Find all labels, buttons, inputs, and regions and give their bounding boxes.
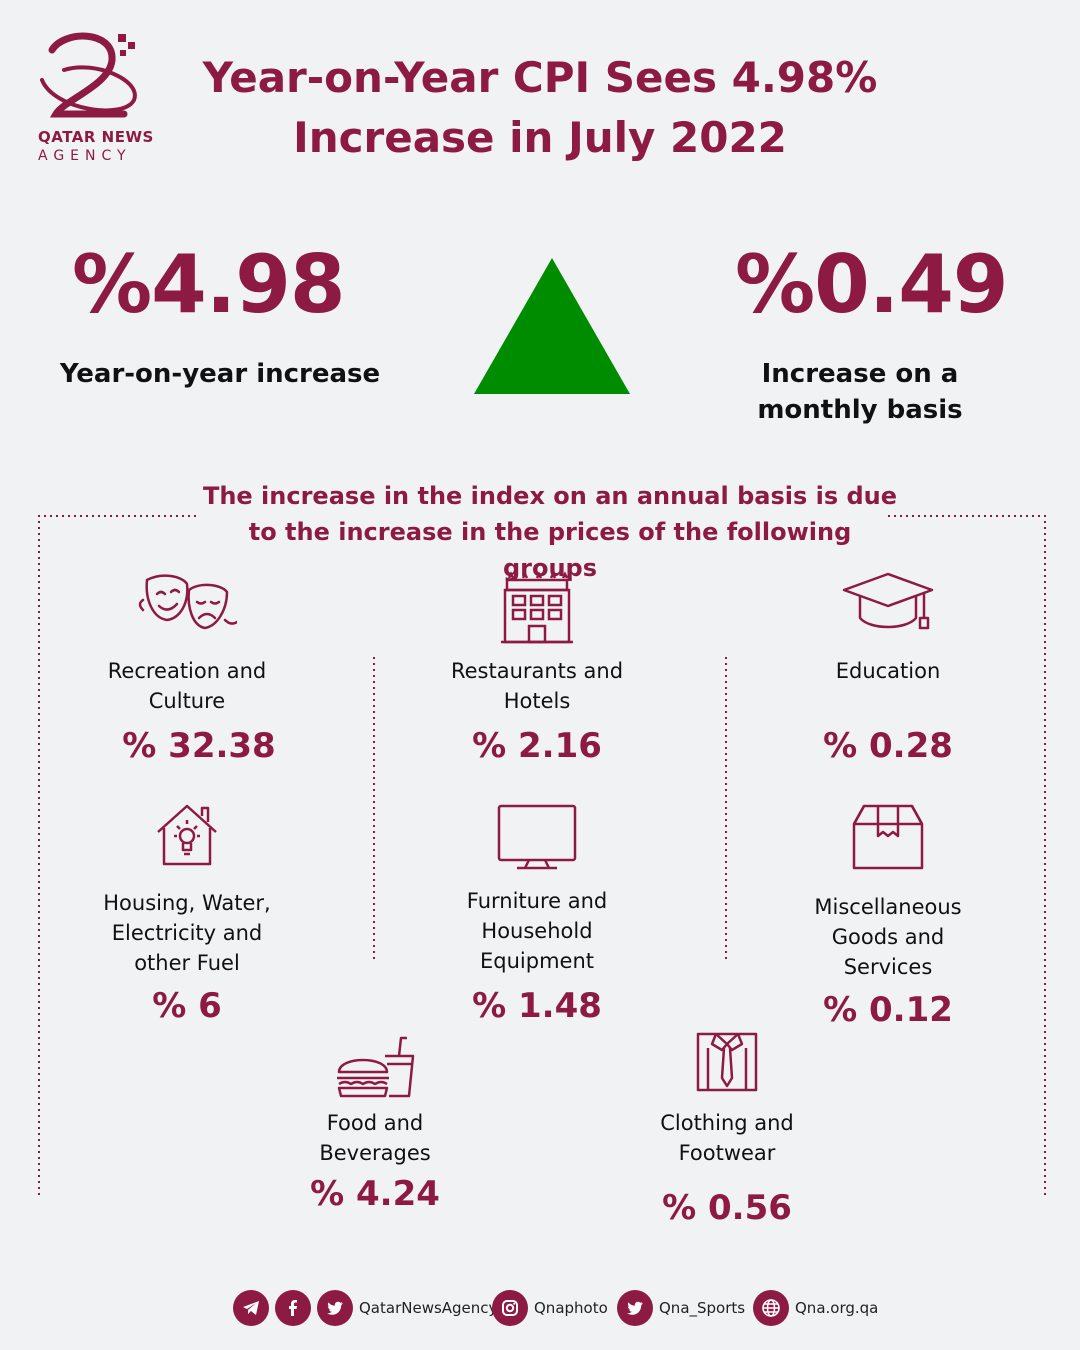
category-percent: % 0.12 — [823, 990, 953, 1030]
page-title-line1: Year-on-Year CPI Sees 4.98% — [202, 53, 878, 102]
graduation-cap-icon — [842, 572, 934, 630]
category-percent: % 6 — [152, 986, 222, 1026]
social-qatarnewsagency[interactable]: QatarNewsAgency — [233, 1290, 497, 1326]
category-name-line: Furniture and — [466, 889, 608, 913]
category-food: Food and Beverages % 4.24 — [250, 1036, 500, 1216]
category-name-line: Culture — [148, 689, 226, 713]
section-title: The increase in the index on an annual b… — [200, 478, 900, 586]
category-housing: Housing, Water, Electricity and other Fu… — [62, 802, 312, 1028]
category-name-line: other Fuel — [134, 951, 240, 975]
category-name-line: Equipment — [480, 949, 594, 973]
category-name-line: Clothing and — [660, 1111, 794, 1135]
category-name-line: Goods and — [831, 925, 945, 949]
category-percent: % 32.38 — [122, 726, 276, 766]
category-percent: % 0.28 — [823, 726, 953, 766]
twitter-icon[interactable] — [617, 1290, 653, 1326]
theater-masks-icon — [138, 574, 237, 630]
category-name-line: Food and — [326, 1111, 424, 1135]
mom-value: %0.49 — [735, 238, 1009, 331]
category-name-line: Education — [835, 659, 941, 683]
burger-drink-icon — [337, 1036, 415, 1098]
category-percent: % 1.48 — [472, 986, 602, 1026]
house-bulb-icon — [157, 804, 217, 866]
category-miscellaneous: Miscellaneous Goods and Services % 0.12 — [763, 802, 1013, 1032]
category-name: Food and Beverages — [250, 1108, 500, 1168]
shirt-tie-icon — [696, 1032, 758, 1092]
handle-photo[interactable]: Qnaphoto — [534, 1299, 608, 1317]
logo-text-line1: QATAR NEWS — [38, 128, 154, 146]
category-name-line: Restaurants and — [450, 659, 624, 683]
page-title-line2: Increase in July 2022 — [293, 113, 787, 162]
hotel-icon — [501, 571, 573, 644]
category-name: Clothing and Footwear — [602, 1108, 852, 1168]
social-qnaphoto[interactable]: Qnaphoto — [492, 1290, 608, 1326]
section-title-line1: The increase in the index on an annual b… — [202, 482, 898, 510]
category-percent: % 0.56 — [662, 1188, 792, 1228]
social-footer: QatarNewsAgency Qnaphoto Qna_Sports Qna.… — [0, 1290, 1080, 1334]
page-title: Year-on-Year CPI Sees 4.98% Increase in … — [170, 48, 910, 168]
twitter-icon[interactable] — [317, 1290, 353, 1326]
category-name: Restaurants and Hotels — [412, 656, 662, 716]
category-name-line: Services — [843, 955, 933, 979]
qna-logo-mark-icon — [40, 32, 137, 118]
category-name: Education — [763, 656, 1013, 686]
groups-frame — [38, 515, 1046, 1195]
yoy-label: Year-on-year increase — [59, 359, 381, 389]
box-icon — [852, 804, 924, 870]
handle-main[interactable]: QatarNewsAgency — [359, 1299, 498, 1317]
facebook-icon[interactable] — [275, 1290, 311, 1326]
website-link[interactable]: Qna.org.qa — [795, 1299, 879, 1317]
category-percent: % 4.24 — [310, 1174, 440, 1214]
category-name-line: Footwear — [678, 1141, 776, 1165]
social-website[interactable]: Qna.org.qa — [753, 1290, 878, 1326]
category-name-line: Recreation and — [107, 659, 267, 683]
category-name-line: Hotels — [503, 689, 571, 713]
category-name: Furniture and Household Equipment — [412, 886, 662, 976]
mom-label-line1: Increase on a — [761, 359, 959, 389]
category-recreation-culture: Recreation and Culture % 32.38 — [62, 570, 312, 768]
category-clothing: Clothing and Footwear % 0.56 — [602, 1028, 852, 1230]
category-furniture: Furniture and Household Equipment % 1.48 — [412, 802, 662, 1028]
up-triangle-icon — [472, 256, 632, 400]
category-percent: % 2.16 — [472, 726, 602, 766]
social-qnasports[interactable]: Qna_Sports — [617, 1290, 745, 1326]
handle-sports[interactable]: Qna_Sports — [659, 1299, 746, 1317]
category-name: Housing, Water, Electricity and other Fu… — [62, 888, 312, 978]
category-name-line: Beverages — [319, 1141, 431, 1165]
logo-text-line2: AGENCY — [38, 148, 132, 164]
category-name-line: Housing, Water, — [103, 891, 271, 915]
category-restaurants-hotels: Restaurants and Hotels % 2.16 — [412, 570, 662, 768]
globe-icon[interactable] — [753, 1290, 789, 1326]
category-name-line: Electricity and — [111, 921, 263, 945]
mom-label-line2: monthly basis — [757, 395, 963, 425]
category-name-line: Miscellaneous — [814, 895, 962, 919]
mom-label: Increase on a monthly basis — [720, 356, 1000, 428]
category-name-line: Household — [481, 919, 593, 943]
category-name: Recreation and Culture — [62, 656, 312, 716]
instagram-icon[interactable] — [492, 1290, 528, 1326]
qna-logo: QATAR NEWS AGENCY — [34, 30, 153, 170]
telegram-icon[interactable] — [233, 1290, 269, 1326]
category-education: Education % 0.28 — [763, 570, 1013, 768]
monitor-icon — [497, 804, 577, 870]
yoy-value: %4.98 — [72, 238, 346, 331]
category-name: Miscellaneous Goods and Services — [763, 892, 1013, 982]
